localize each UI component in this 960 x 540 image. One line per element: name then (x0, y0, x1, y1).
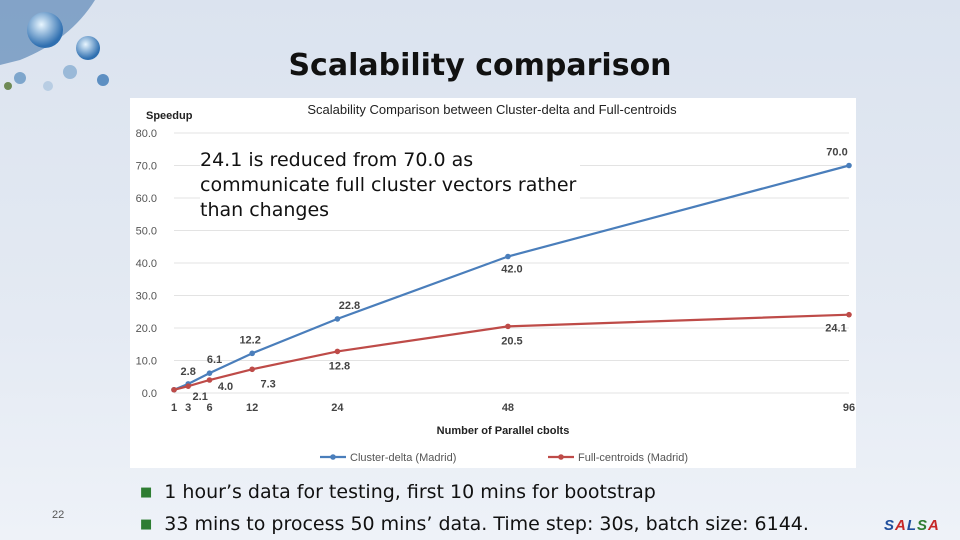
bullet-item: ■ 1 hour’s data for testing, first 10 mi… (140, 476, 900, 508)
brand-letter: S (917, 517, 929, 534)
x-tick-label: 96 (843, 402, 855, 414)
brand-letter: L (906, 517, 918, 534)
page-number: 22 (52, 509, 65, 521)
y-tick-label: 50.0 (136, 226, 157, 238)
y-tick-label: 30.0 (136, 291, 157, 303)
x-tick-label: 48 (502, 402, 514, 414)
legend-marker (558, 454, 564, 460)
brand-letter: A (928, 517, 940, 534)
slide-title: Scalability comparison (288, 48, 672, 83)
legend-label: Cluster-delta (Madrid) (350, 452, 456, 464)
x-tick-label: 6 (206, 402, 212, 414)
data-point (206, 377, 213, 383)
data-point (171, 386, 177, 393)
bullet-item: ■ 33 mins to process 50 mins’ data. Time… (140, 508, 900, 540)
data-point (249, 350, 255, 357)
legend-label: Full-centroids (Madrid) (578, 452, 688, 464)
chart-callout-note: 24.1 is reduced from 70.0 as communicate… (200, 148, 580, 223)
data-label: 2.8 (181, 366, 196, 378)
y-tick-label: 10.0 (136, 356, 157, 368)
legend-marker (330, 454, 336, 460)
bullet-text: 1 hour’s data for testing, first 10 mins… (164, 481, 656, 503)
data-point (334, 316, 341, 322)
brand-letter: A (895, 517, 907, 534)
data-point (505, 253, 511, 260)
bullet-list: ■ 1 hour’s data for testing, first 10 mi… (140, 476, 900, 540)
y-tick-label: 70.0 (136, 161, 157, 173)
y-tick-label: 80.0 (136, 128, 157, 140)
x-tick-label: 3 (185, 402, 191, 414)
data-label: 4.0 (218, 381, 233, 393)
data-point (334, 348, 341, 355)
data-point (206, 370, 213, 376)
y-tick-label: 60.0 (136, 193, 157, 205)
y-tick-label: 20.0 (136, 323, 157, 335)
data-label: 20.5 (501, 335, 522, 347)
data-point (846, 311, 852, 318)
y-tick-label: 0.0 (142, 388, 157, 400)
brand-letter: S (884, 517, 896, 534)
data-point (846, 162, 852, 169)
data-label: 2.1 (193, 391, 208, 403)
data-label: 70.0 (826, 147, 847, 159)
square-bullet-icon: ■ (140, 516, 153, 532)
x-tick-label: 12 (246, 402, 258, 414)
y-axis-label: Speedup (146, 110, 193, 122)
chart-title: Scalability Comparison between Cluster-d… (307, 102, 677, 117)
globe-network-logo (0, 0, 109, 91)
data-label: 12.8 (329, 360, 350, 372)
data-label: 22.8 (339, 300, 360, 312)
x-axis-label: Number of Parallel cbolts (437, 425, 570, 437)
data-point (505, 323, 511, 330)
data-point (249, 366, 255, 373)
line-chart: Scalability Comparison between Cluster-d… (136, 102, 856, 464)
data-label: 12.2 (239, 334, 260, 346)
data-label: 7.3 (261, 378, 276, 390)
brand-logo-text: SALSA (884, 517, 940, 534)
data-point (185, 383, 192, 389)
data-label: 24.1 (825, 323, 846, 335)
x-tick-label: 24 (331, 402, 344, 414)
bullet-text: 33 mins to process 50 mins’ data. Time s… (164, 513, 809, 535)
data-label: 6.1 (207, 354, 222, 366)
data-label: 42.0 (501, 264, 522, 276)
y-tick-label: 40.0 (136, 258, 157, 270)
x-tick-label: 1 (171, 402, 177, 414)
square-bullet-icon: ■ (140, 484, 153, 500)
